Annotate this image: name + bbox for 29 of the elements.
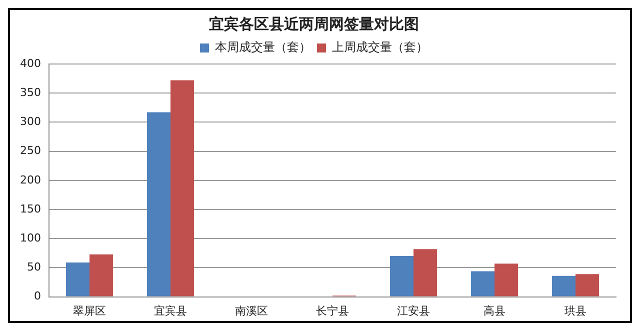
y-tick-label: 50 bbox=[26, 260, 41, 274]
bar bbox=[66, 262, 90, 296]
y-tick-label: 100 bbox=[20, 231, 41, 244]
y-tick-label: 400 bbox=[20, 56, 41, 70]
bar bbox=[414, 249, 437, 296]
bar bbox=[471, 271, 494, 296]
x-tick-label: 珙县 bbox=[564, 304, 586, 318]
y-tick-label: 150 bbox=[20, 202, 41, 216]
bar bbox=[494, 264, 518, 296]
x-tick-label: 南溪区 bbox=[234, 304, 268, 318]
legend-label: 上周成交量（套） bbox=[332, 40, 428, 54]
y-tick-label: 0 bbox=[34, 290, 41, 303]
bar bbox=[552, 276, 576, 296]
bar bbox=[147, 112, 170, 296]
x-tick-label: 宜宾县 bbox=[154, 304, 187, 318]
x-tick-label: 长宁县 bbox=[316, 304, 349, 318]
bar bbox=[390, 256, 414, 296]
y-tick-label: 300 bbox=[20, 115, 41, 128]
bar bbox=[576, 274, 599, 296]
y-tick-label: 200 bbox=[20, 173, 41, 186]
y-tick-label: 250 bbox=[20, 144, 41, 158]
x-tick-label: 高县 bbox=[484, 304, 506, 318]
legend-label: 本周成交量（套） bbox=[215, 40, 311, 54]
chart-title: 宜宾各区县近两周网签量对比图 bbox=[209, 14, 419, 33]
y-tick-label: 350 bbox=[20, 86, 41, 99]
bar bbox=[170, 80, 194, 296]
x-tick-label: 江安县 bbox=[397, 304, 430, 318]
bar bbox=[89, 254, 113, 296]
x-tick-label: 翠屏区 bbox=[72, 304, 106, 318]
